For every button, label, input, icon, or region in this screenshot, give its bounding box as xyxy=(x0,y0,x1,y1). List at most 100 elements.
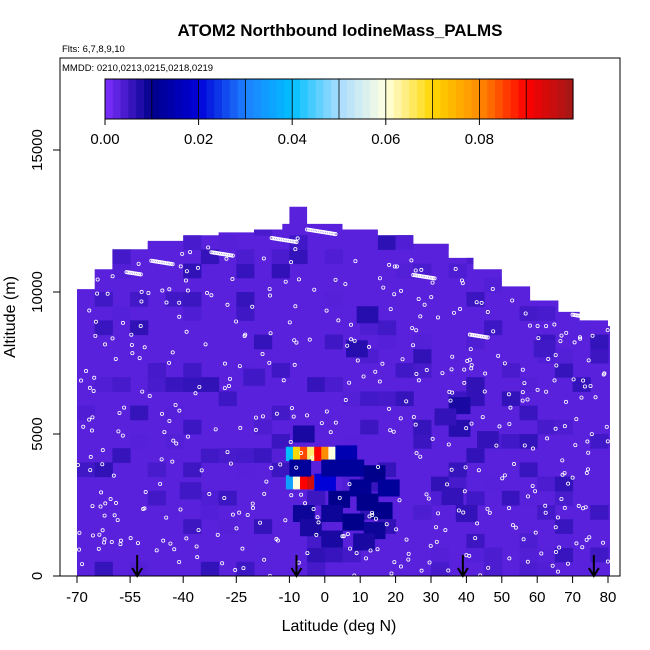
colorbar-swatch xyxy=(487,79,496,119)
track-point xyxy=(195,265,200,270)
heatmap-cell xyxy=(395,235,414,250)
track-point xyxy=(510,523,515,528)
heatmap-cell xyxy=(112,448,131,463)
heatmap-cell xyxy=(236,249,255,265)
track-point xyxy=(95,291,100,296)
y-axis-label: Altitude (m) xyxy=(2,276,19,358)
track-point xyxy=(268,293,273,298)
heatmap-cell xyxy=(200,490,220,506)
track-point xyxy=(87,417,92,422)
heatmap-cell xyxy=(94,221,113,236)
track-point xyxy=(384,522,389,527)
heatmap-cell xyxy=(537,476,556,492)
colorbar-swatch xyxy=(378,79,387,119)
colorbar-swatch xyxy=(339,79,348,119)
track-point xyxy=(289,406,294,411)
track-point xyxy=(387,262,392,267)
track-point xyxy=(278,462,283,467)
heatmap-cell xyxy=(466,547,485,563)
heatmap-cell xyxy=(321,530,343,548)
heatmap-cell xyxy=(537,547,556,563)
flight-track-points xyxy=(75,227,610,578)
heatmap-cell xyxy=(477,431,499,449)
x-tick-label: 20 xyxy=(387,589,404,606)
track-point xyxy=(345,532,350,537)
colorbar-tick-label: 0.08 xyxy=(465,131,494,148)
track-point xyxy=(336,318,341,323)
heatmap-cell xyxy=(183,419,202,435)
track-point xyxy=(159,411,164,416)
heatmap-cell xyxy=(289,249,308,265)
track-point xyxy=(102,513,107,518)
colorbar-swatch xyxy=(222,79,231,119)
track-point xyxy=(502,473,507,478)
heatmap-cell xyxy=(112,221,131,236)
track-point xyxy=(170,350,175,355)
track-point xyxy=(139,289,144,294)
track-point xyxy=(434,525,439,530)
heatmap-cell xyxy=(218,391,237,407)
track-point xyxy=(486,565,491,570)
heatmap-cell xyxy=(271,405,290,421)
track-point xyxy=(414,371,419,376)
heatmap-cell xyxy=(292,425,315,443)
colorbar-tick-label: 0.04 xyxy=(278,131,307,148)
track-point xyxy=(443,528,448,533)
colorbar-swatch xyxy=(440,79,449,119)
track-point xyxy=(116,429,121,434)
heatmap-cell xyxy=(94,561,113,577)
heatmap-cell xyxy=(431,561,450,577)
track-point xyxy=(361,374,366,379)
track-point xyxy=(122,405,127,410)
track-point xyxy=(572,340,577,345)
heatmap-cell xyxy=(218,519,237,534)
track-point xyxy=(460,281,465,286)
x-axis-label: Latitude (deg N) xyxy=(282,618,397,635)
track-point xyxy=(539,551,544,556)
track-point xyxy=(507,506,512,511)
track-point xyxy=(111,473,116,478)
track-point xyxy=(178,507,183,512)
track-point xyxy=(206,245,211,250)
heatmap-cell xyxy=(254,206,273,222)
track-point xyxy=(458,307,463,312)
track-point xyxy=(559,496,564,501)
track-point xyxy=(406,551,411,556)
track-point xyxy=(590,315,595,320)
heatmap-cell xyxy=(377,391,397,407)
heatmap-cell xyxy=(314,446,322,461)
heatmap-cell xyxy=(363,465,386,483)
heatmap-cell xyxy=(218,235,237,250)
track-point xyxy=(167,287,172,292)
track-point xyxy=(506,392,511,397)
track-point xyxy=(392,560,397,565)
track-point xyxy=(195,555,200,560)
track-point xyxy=(520,398,525,403)
heatmap-cell xyxy=(466,476,485,492)
heatmap-cell xyxy=(335,445,358,463)
heatmap-cell xyxy=(554,363,574,378)
x-tick-label: 70 xyxy=(564,589,581,606)
heatmap-cell xyxy=(554,533,574,549)
colorbar-swatch xyxy=(502,79,512,119)
track-point xyxy=(262,557,267,562)
heatmap-cell xyxy=(324,292,343,307)
track-point xyxy=(562,505,567,510)
track-point xyxy=(167,360,172,365)
track-point xyxy=(293,247,298,252)
track-point xyxy=(100,528,105,533)
track-point xyxy=(490,287,495,292)
track-point xyxy=(552,378,557,383)
colorbar-swatch xyxy=(526,79,535,119)
heatmap-cell xyxy=(360,320,379,336)
track-point xyxy=(479,300,484,305)
track-point xyxy=(535,323,540,328)
colorbar-swatch xyxy=(385,79,395,119)
track-point xyxy=(80,562,85,567)
heatmap-cell xyxy=(254,221,273,236)
heatmap-cell xyxy=(484,547,503,563)
x-tick-label: 40 xyxy=(458,589,475,606)
track-point xyxy=(84,369,89,374)
track-point xyxy=(562,424,567,429)
track-point xyxy=(250,304,255,309)
